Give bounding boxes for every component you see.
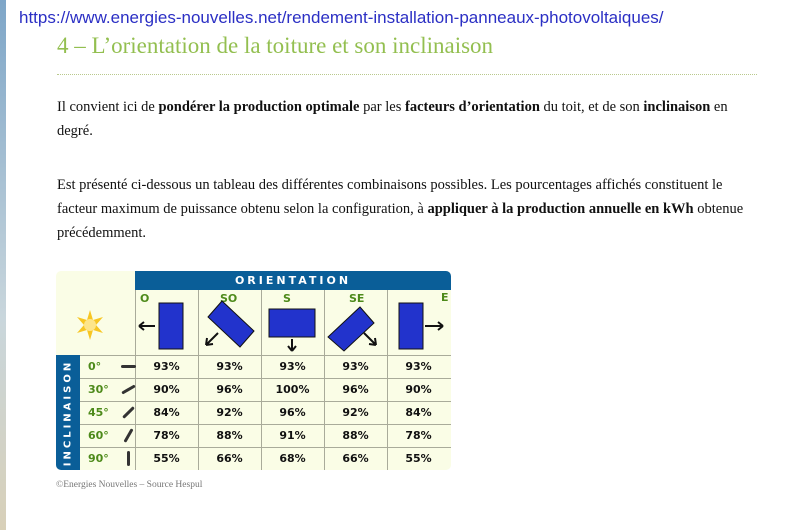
table-cell: 100% [275, 383, 310, 396]
image-credit: ©Energies Nouvelles – Source Hespul [56, 480, 203, 490]
table-cell: 84% [405, 406, 432, 419]
table-cell: 92% [216, 406, 243, 419]
tilt-45-icon [122, 406, 135, 419]
panel-southeast-icon [327, 306, 377, 352]
grid-line [80, 355, 451, 356]
background-edge [0, 0, 6, 530]
orientation-header: ORIENTATION [135, 271, 451, 290]
table-cell: 96% [342, 383, 369, 396]
grid-line [261, 290, 262, 470]
table-cell: 92% [342, 406, 369, 419]
angle-label: 45° [88, 406, 109, 419]
text-run: Est présenté ci-dessous un tableau des d… [57, 177, 723, 217]
angle-label: 60° [88, 429, 109, 442]
text-run: du toit, et de son [539, 99, 644, 115]
text-run: appliquer à la production annuelle en kW… [427, 201, 694, 217]
table-cell: 93% [153, 360, 180, 373]
text-run: Il convient ici de [57, 99, 159, 115]
text-run: obtenue précédemment. [57, 201, 744, 241]
angle-label: 0° [88, 360, 102, 373]
table-cell: 90% [153, 383, 180, 396]
table-cell: 78% [405, 429, 432, 442]
grid-line [387, 290, 388, 470]
description-paragraph: Est présenté ci-dessous un tableau des d… [57, 173, 757, 245]
text-run: pondérer la production optimale [158, 99, 360, 115]
grid-line [80, 447, 451, 448]
tilt-90-icon [127, 451, 130, 466]
table-cell: 90% [405, 383, 432, 396]
table-cell: 68% [279, 452, 306, 465]
angle-label: 90° [88, 452, 109, 465]
table-cell: 93% [216, 360, 243, 373]
orientation-inclination-table: ORIENTATION INCLINAISON O SO S SE E 0° 93% 93% 9… [56, 271, 451, 470]
grid-line [135, 290, 136, 470]
intro-paragraph: Il convient ici de pondérer la productio… [57, 95, 757, 143]
table-cell: 66% [342, 452, 369, 465]
angle-label: 30° [88, 383, 109, 396]
column-label-southwest: SO [220, 292, 238, 305]
panel-west-icon [138, 302, 184, 350]
column-label-east: E [441, 291, 449, 304]
column-label-south: S [283, 292, 291, 305]
table-cell: 93% [405, 360, 432, 373]
table-cell: 96% [216, 383, 243, 396]
table-cell: 93% [279, 360, 306, 373]
table-cell: 96% [279, 406, 306, 419]
text-run: en degré. [57, 99, 728, 139]
column-label-southeast: SE [349, 292, 365, 305]
inclination-label: INCLINAISON [62, 359, 74, 466]
grid-line [198, 290, 199, 470]
table-cell: 88% [342, 429, 369, 442]
divider [57, 74, 757, 75]
panel-south-icon [268, 308, 316, 352]
grid-line [80, 378, 451, 379]
table-cell: 88% [216, 429, 243, 442]
text-run: inclinaison [643, 99, 711, 115]
text-run: par les [359, 99, 405, 115]
table-cell: 93% [342, 360, 369, 373]
inclination-header: INCLINAISON [56, 355, 80, 470]
grid-line [80, 424, 451, 425]
grid-line [80, 401, 451, 402]
source-url[interactable]: https://www.energies-nouvelles.net/rende… [19, 8, 664, 27]
text-run: facteurs d’orientation [404, 99, 540, 115]
tilt-30-icon [121, 384, 136, 395]
column-label-west: O [140, 292, 150, 305]
table-cell: 84% [153, 406, 180, 419]
panel-southwest-icon [205, 300, 255, 348]
tilt-0-icon [121, 365, 136, 368]
grid-line [324, 290, 325, 470]
table-cell: 91% [279, 429, 306, 442]
table-cell: 78% [153, 429, 180, 442]
section-heading: 4 – L’orientation de la toiture et son i… [57, 33, 494, 58]
table-cell: 55% [405, 452, 432, 465]
panel-east-icon [398, 302, 444, 350]
tilt-60-icon [123, 428, 134, 443]
sun-icon [77, 310, 103, 340]
table-cell: 55% [153, 452, 180, 465]
table-cell: 66% [216, 452, 243, 465]
